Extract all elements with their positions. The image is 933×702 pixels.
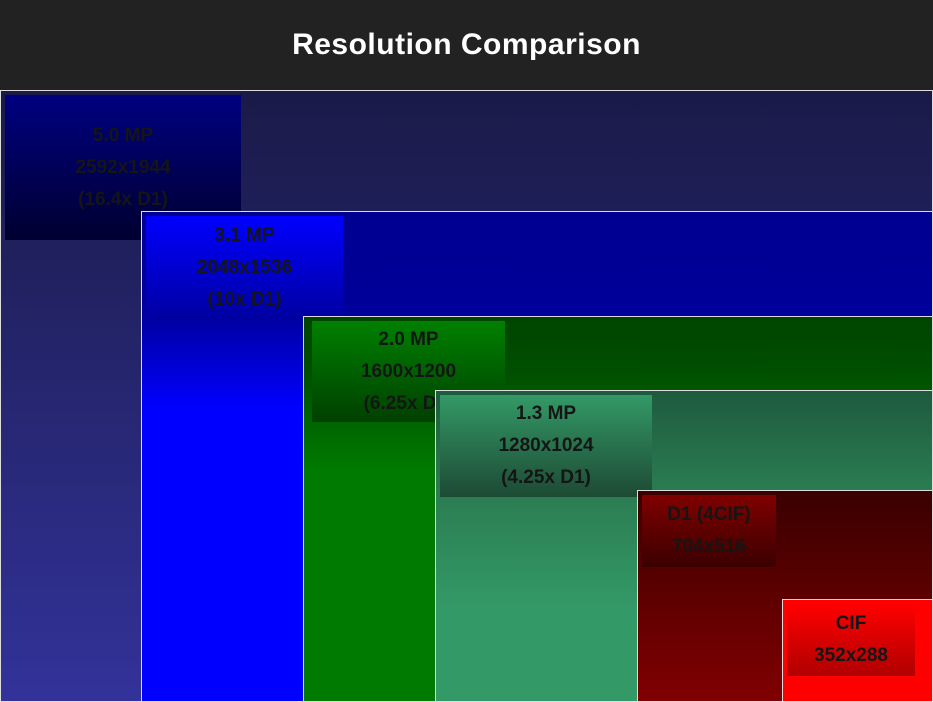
title-bar: Resolution Comparison xyxy=(0,0,933,90)
label-line: 2.0 MP xyxy=(378,328,439,350)
label-line: 2592x1944 xyxy=(75,156,171,178)
label-line: 2048x1536 xyxy=(196,257,293,278)
label-line: 352x288 xyxy=(814,645,888,666)
resolution-label: D1 (4CIF) 704x516 xyxy=(642,495,776,567)
resolution-label: 3.1 MP 2048x1536 (10x D1) xyxy=(146,216,343,320)
label-line: D1 (4CIF) xyxy=(667,504,751,525)
label-line: 704x516 xyxy=(672,536,746,557)
resolution-label: CIF 352x288 xyxy=(787,604,915,676)
label-line: 3.1 MP xyxy=(214,225,275,246)
label-line: 5.0 MP xyxy=(92,124,154,146)
resolution-label: 2.0 MP 1600x1200 (6.25x D1) xyxy=(312,321,505,422)
resolution-label: 1.3 MP 1280x1024 (4.25x D1) xyxy=(440,395,652,497)
label-line: (16.4x D1) xyxy=(78,188,168,210)
label-line: 1.3 MP xyxy=(515,403,577,424)
label-line: (6.25x D1) xyxy=(363,392,454,414)
label-line: 1280x1024 xyxy=(498,435,594,456)
resolution-label: 5.0 MP 2592x1944 (16.4x D1) xyxy=(5,95,241,240)
title: Resolution Comparison xyxy=(292,28,641,61)
label-line: CIF xyxy=(835,613,867,634)
label-line: 1600x1200 xyxy=(360,360,457,382)
label-line: (4.25x D1) xyxy=(501,467,591,488)
label-line: (10x D1) xyxy=(207,289,282,310)
